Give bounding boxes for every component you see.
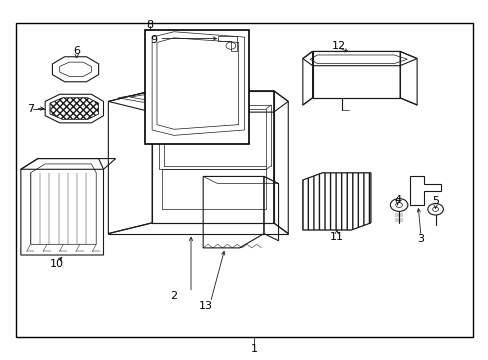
Text: 11: 11 (329, 232, 343, 242)
Text: 12: 12 (331, 41, 346, 51)
Text: 4: 4 (393, 195, 400, 204)
Text: 3: 3 (417, 234, 424, 244)
Text: 13: 13 (198, 301, 212, 311)
Text: 10: 10 (50, 259, 64, 269)
Bar (144, 30, 249, 144)
Text: 5: 5 (431, 197, 438, 206)
Text: 1: 1 (250, 343, 257, 354)
Text: 6: 6 (73, 46, 80, 57)
Bar (16, 23, 472, 337)
Text: 2: 2 (170, 291, 177, 301)
Text: 9: 9 (150, 35, 157, 45)
Text: 8: 8 (146, 19, 153, 30)
Text: 7: 7 (27, 104, 34, 113)
